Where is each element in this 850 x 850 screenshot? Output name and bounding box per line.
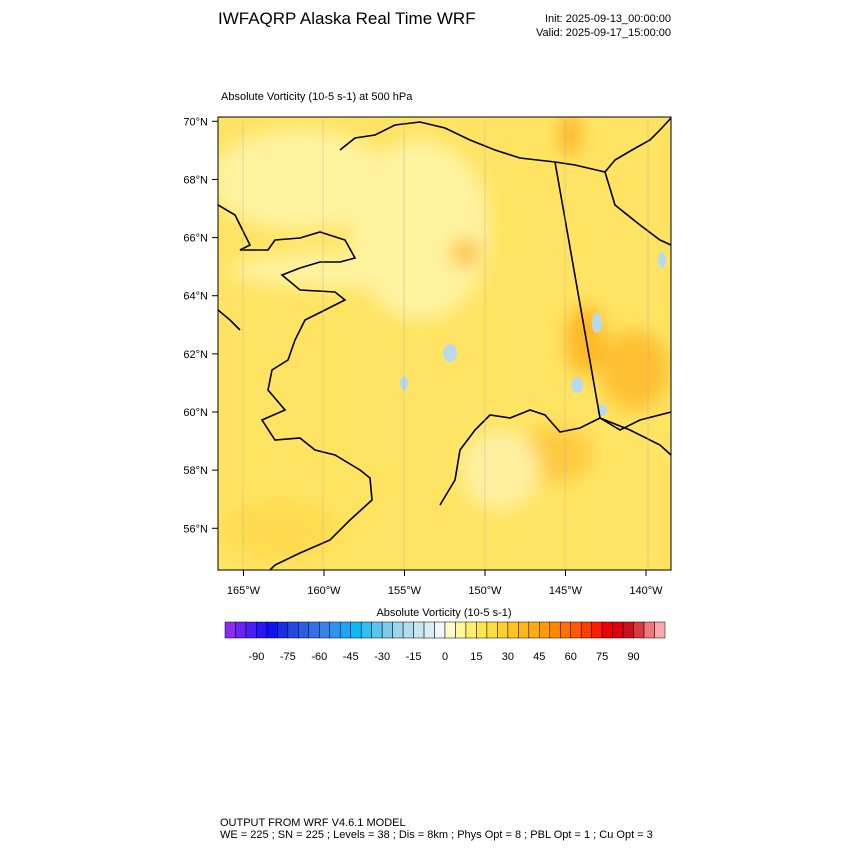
colorbar-box [612,621,624,639]
colorbar-box [245,621,257,639]
lat-tick-label: 56°N [183,523,208,535]
lon-tick-label: 165°W [227,585,261,597]
colorbar-label: 75 [596,651,608,663]
colorbar-box [235,621,247,639]
colorbar-box [622,621,634,639]
colorbar-label: -75 [280,651,296,663]
lon-tick-label: 145°W [549,585,583,597]
colorbar-box [434,621,446,639]
lon-tick-label: 160°W [307,585,341,597]
colorbar-box [465,621,477,639]
colorbar-box [266,621,278,639]
colorbar-box [329,621,341,639]
colorbar-box [402,621,414,639]
colorbar-box [350,621,362,639]
colorbar-box [497,621,509,639]
footer-line: OUTPUT FROM WRF V4.6.1 MODEL [220,817,406,829]
footer-line: WE = 225 ; SN = 225 ; Levels = 38 ; Dis … [220,829,653,841]
colorbar-label: 60 [565,651,577,663]
lon-tick-label: 155°W [388,585,422,597]
colorbar-box [591,621,603,639]
colorbar-label: 90 [627,651,639,663]
colorbar-label: -60 [311,651,327,663]
colorbar-box [277,621,289,639]
colorbar-box [413,621,425,639]
colorbar-box [643,621,655,639]
colorbar-label: -15 [406,651,422,663]
colorbar-box [455,621,467,639]
colorbar-box [371,621,383,639]
field-label: Absolute Vorticity (10-5 s-1) at 500 hPa [221,91,413,103]
colorbar-box [528,621,540,639]
colorbar-box [570,621,582,639]
colorbar-box [224,621,236,639]
colorbar-label: -90 [248,651,264,663]
colorbar-box [381,621,393,639]
colorbar-box [308,621,320,639]
colorbar-label: 30 [502,651,514,663]
colorbar-box [444,621,456,639]
colorbar-box [518,621,530,639]
colorbar-box [423,621,435,639]
colorbar-box [486,621,498,639]
map-field [218,117,671,570]
lon-tick-label: 150°W [468,585,502,597]
colorbar-label: -45 [343,651,359,663]
colorbar-box [507,621,519,639]
lat-tick-label: 58°N [183,465,208,477]
colorbar-box [633,621,645,639]
init-time: Init: 2025-09-13_00:00:00 [545,13,671,25]
colorbar-title: Absolute Vorticity (10-5 s-1) [376,607,511,619]
colorbar-label: 0 [442,651,448,663]
colorbar-box [287,621,299,639]
colorbar-box [601,621,613,639]
lon-tick-label: 140°W [629,585,663,597]
lat-tick-label: 60°N [183,407,208,419]
lat-tick-label: 68°N [183,174,208,186]
colorbar-box [549,621,561,639]
colorbar-box [256,621,268,639]
title: IWFAQRP Alaska Real Time WRF [218,9,476,28]
lat-tick-label: 66°N [183,233,208,245]
colorbar-box [360,621,372,639]
colorbar-box [339,621,351,639]
colorbar-box [654,621,666,639]
colorbar-box [580,621,592,639]
colorbar-box [559,621,571,639]
lat-tick-label: 64°N [183,291,208,303]
colorbar-label: -30 [374,651,390,663]
map-frame [217,116,672,571]
colorbar-label: 45 [533,651,545,663]
lat-tick-label: 62°N [183,349,208,361]
valid-time: Valid: 2025-09-17_15:00:00 [536,27,671,39]
colorbar-box [476,621,488,639]
colorbar-box [539,621,551,639]
colorbar-box [298,621,310,639]
colorbar-box [392,621,404,639]
lat-tick-label: 70°N [183,116,208,128]
colorbar-box [319,621,331,639]
colorbar-label: 15 [470,651,482,663]
